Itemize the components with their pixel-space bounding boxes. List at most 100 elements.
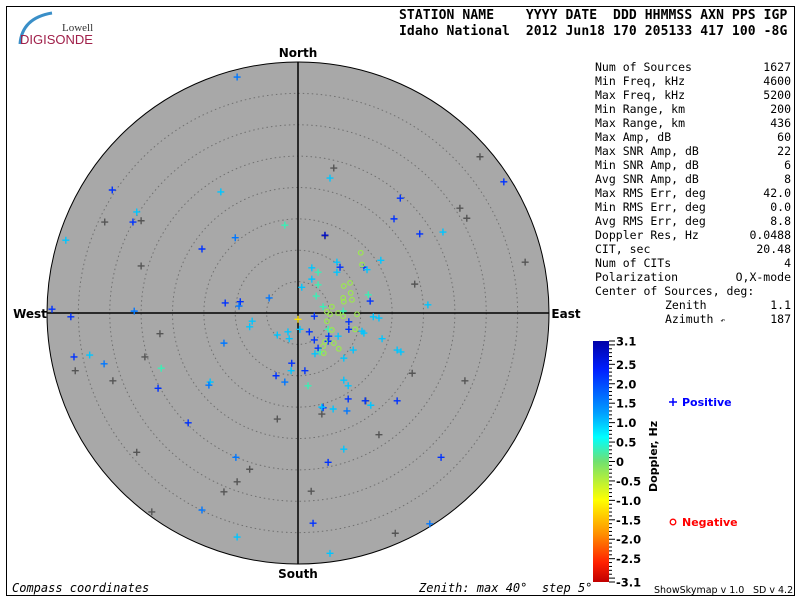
positive-source-point [324, 325, 332, 333]
stat-value: 1627 [763, 60, 791, 74]
negative-source-point [357, 249, 364, 256]
positive-source-point [100, 360, 108, 368]
positive-source-point [86, 351, 94, 359]
source-points [48, 73, 529, 557]
positive-source-point [309, 519, 317, 527]
stat-value: 6 [784, 158, 791, 172]
positive-source-point [129, 218, 137, 226]
positive-source-point [62, 236, 70, 244]
negative-source-point [327, 311, 333, 318]
source-point-no-doppler [137, 217, 145, 225]
positive-source-point [345, 325, 353, 333]
positive-source-point [70, 353, 78, 361]
stat-label: Num of Sources [595, 60, 692, 74]
negative-source-point [347, 279, 353, 286]
positive-source-point [231, 234, 239, 242]
legend-positive: Positive [669, 396, 732, 409]
negative-source-point [323, 318, 330, 325]
stat-label: Max SNR Amp, dB [595, 144, 699, 158]
legend-negative: Negative [669, 516, 738, 529]
negative-source-point [352, 326, 359, 333]
negative-source-point [320, 343, 327, 350]
colorbar-tick-label: 2.5 [616, 358, 636, 372]
stat-value: 436 [770, 116, 791, 130]
positive-source-point [378, 335, 386, 343]
center-title-row: Center of Sources, deg: [595, 284, 791, 298]
positive-source-point [220, 339, 228, 347]
positive-source-point [377, 256, 385, 264]
source-point-no-doppler [137, 262, 145, 270]
positive-source-point [363, 266, 371, 274]
source-point-no-doppler [246, 465, 254, 473]
source-point-no-doppler [375, 431, 383, 439]
source-point-no-doppler [411, 280, 419, 288]
positive-source-point [273, 331, 281, 339]
rotation-arrow-icon: ↶ [720, 316, 726, 325]
colorbar-tick-label: 2.0 [616, 377, 636, 391]
positive-source-point [233, 73, 241, 81]
stat-value: 8.8 [770, 214, 791, 228]
zenith-row: Zenith 1.1 [595, 298, 791, 312]
stat-value: 200 [770, 102, 791, 116]
colorbar-tick-label: -1.5 [616, 513, 641, 527]
stat-value: 0.0 [770, 200, 791, 214]
negative-source-point [340, 295, 347, 301]
positive-source-point [340, 376, 348, 384]
stat-label: Max RMS Err, deg [595, 186, 706, 200]
doppler-colorbar [593, 341, 609, 582]
positive-source-point [198, 245, 206, 253]
colorbar-tick-label: -2.0 [616, 533, 641, 547]
positive-source-point [321, 231, 329, 239]
positive-source-point [217, 188, 225, 196]
positive-source-point [272, 372, 280, 380]
colorbar-tick-label: 3.1 [616, 335, 636, 349]
negative-source-point [354, 311, 360, 318]
colorbar-tick-label: -1.0 [616, 494, 641, 508]
stat-row: Max RMS Err, deg 42.0 [595, 186, 791, 200]
label-west: West [13, 307, 47, 321]
source-point-no-doppler [307, 487, 315, 495]
positive-source-point [296, 325, 304, 333]
stat-value: 4600 [763, 74, 791, 88]
stat-row: Max Range, km 436 [595, 116, 791, 130]
positive-source-point [67, 313, 75, 321]
positive-source-point [393, 397, 401, 405]
colorbar-tick-label: 1.5 [616, 397, 636, 411]
positive-source-point [184, 419, 192, 427]
source-point-no-doppler [461, 377, 469, 385]
positive-source-point [326, 549, 334, 557]
stat-row: Max SNR Amp, dB 22 [595, 144, 791, 158]
positive-source-point [288, 359, 296, 367]
positive-source-point [154, 384, 162, 392]
stat-label: Avg SNR Amp, dB [595, 172, 699, 186]
positive-source-point [248, 317, 256, 325]
source-point-no-doppler [463, 214, 471, 222]
stat-value: 22 [777, 144, 791, 158]
positive-source-point [206, 378, 214, 386]
azimuth-value: 187 [770, 312, 791, 326]
colorbar-tick-label: 0.5 [616, 436, 636, 450]
plot-frame [6, 6, 795, 596]
header-values: Idaho National 2012 Jun18 170 205133 417… [399, 24, 788, 39]
stat-label: Max Range, km [595, 116, 686, 130]
positive-source-point [345, 318, 353, 326]
stat-label: Avg RMS Err, deg [595, 214, 706, 228]
logo-line2: DIGISONDE [20, 32, 93, 47]
positive-source-point [437, 453, 445, 461]
negative-source-point [335, 310, 342, 316]
circle-icon [669, 518, 677, 526]
source-point-no-doppler [476, 153, 484, 161]
positive-source-point [198, 506, 206, 514]
stat-label: Min Freq, kHz [595, 74, 686, 88]
positive-source-point [281, 378, 289, 386]
stat-row: Polarization O,X-mode [595, 270, 791, 284]
positive-source-point [375, 314, 383, 322]
stat-row: Min SNR Amp, dB 6 [595, 158, 791, 172]
colorbar-tick-label: -3.1 [616, 576, 641, 590]
stat-value: 0.0488 [749, 228, 791, 242]
negative-source-point [340, 298, 347, 305]
positive-source-point [311, 350, 319, 358]
positive-source-point [424, 301, 432, 309]
positive-source-point [304, 382, 312, 390]
